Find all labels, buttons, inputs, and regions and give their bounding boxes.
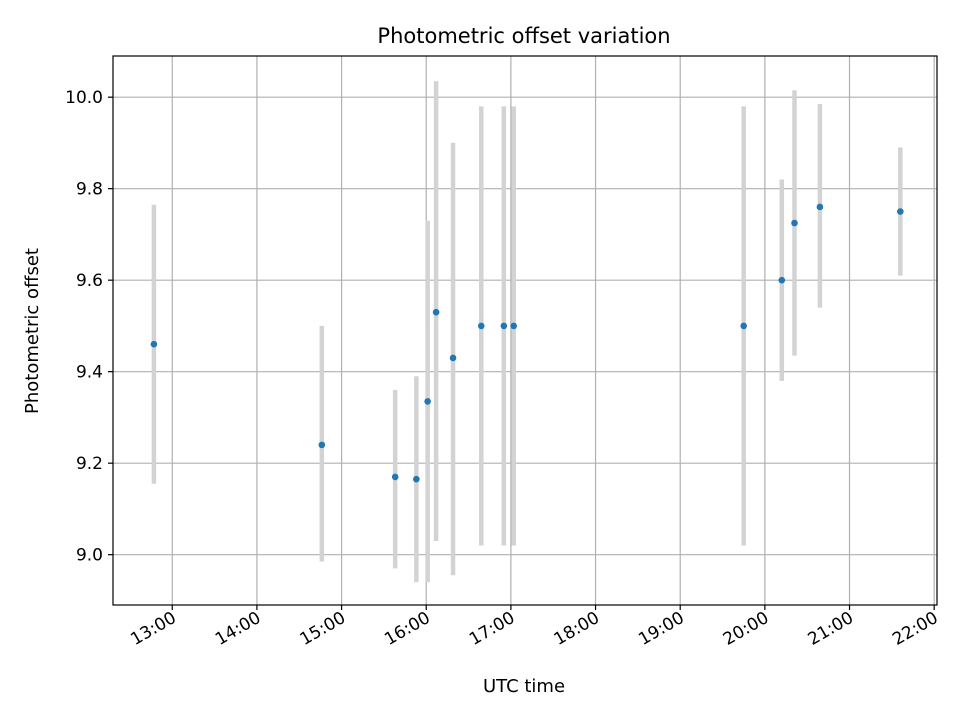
errorbar-layer bbox=[151, 81, 903, 583]
x-tick-label: 18:00 bbox=[551, 608, 603, 650]
data-point bbox=[791, 219, 798, 227]
x-tick-label: 22:00 bbox=[889, 608, 941, 650]
x-tick-label: 16:00 bbox=[381, 608, 433, 650]
x-tick-label: 14:00 bbox=[212, 608, 264, 650]
x-tick-label: 20:00 bbox=[720, 608, 772, 650]
data-point bbox=[778, 276, 786, 284]
point-layer bbox=[150, 203, 904, 483]
data-point bbox=[816, 203, 824, 211]
data-point bbox=[477, 322, 485, 330]
x-tick-label: 19:00 bbox=[635, 608, 687, 650]
chart-title: Photometric offset variation bbox=[377, 24, 670, 48]
x-tick-label: 21:00 bbox=[805, 608, 857, 650]
data-point bbox=[318, 441, 326, 449]
data-point bbox=[510, 322, 518, 330]
data-point bbox=[413, 475, 420, 483]
plot-frame bbox=[112, 55, 938, 606]
y-tick-label: 9.8 bbox=[76, 180, 103, 200]
grid-layer bbox=[113, 56, 937, 605]
data-point bbox=[391, 473, 399, 481]
x-tick-label: 15:00 bbox=[297, 608, 349, 650]
data-point bbox=[897, 208, 904, 215]
data-point bbox=[424, 398, 431, 405]
y-tick-label: 9.0 bbox=[76, 546, 103, 566]
data-point bbox=[500, 322, 508, 330]
y-tick-label: 9.4 bbox=[76, 363, 103, 383]
data-point bbox=[740, 322, 747, 330]
y-axis-label: Photometric offset bbox=[22, 248, 43, 414]
x-tick-label: 17:00 bbox=[466, 608, 518, 650]
data-point bbox=[449, 354, 457, 362]
y-tick-label: 9.2 bbox=[76, 454, 103, 474]
data-point bbox=[432, 308, 440, 316]
data-point bbox=[150, 340, 158, 348]
x-axis-label: UTC time bbox=[483, 676, 565, 697]
y-tick-label: 9.6 bbox=[76, 271, 103, 291]
y-tick-label: 10.0 bbox=[65, 88, 103, 108]
x-tick-label: 13:00 bbox=[127, 608, 179, 650]
